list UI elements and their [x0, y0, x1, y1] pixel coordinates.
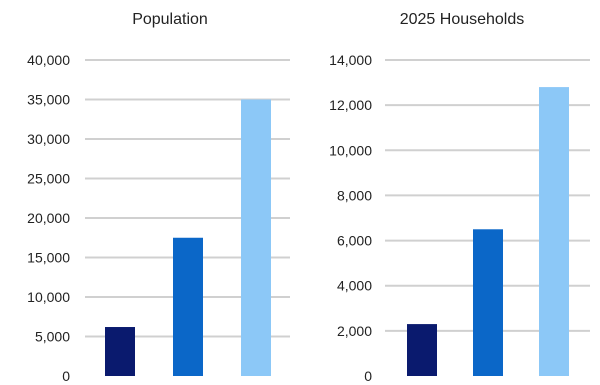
- households-bar: [473, 229, 503, 376]
- population-y-tick-label: 20,000: [27, 210, 70, 226]
- households-y-tick-label: 6,000: [337, 233, 372, 249]
- population-chart-title: Population: [132, 11, 208, 28]
- population-y-tick-label: 35,000: [27, 92, 70, 108]
- population-chart: Population 0 5,000 10,000 15,000 20,000 25,00…: [27, 11, 290, 384]
- population-y-tick-label: 40,000: [27, 52, 70, 68]
- population-y-tick-label: 5,000: [35, 329, 70, 345]
- population-y-tick-label: 15,000: [27, 250, 70, 266]
- households-bar: [539, 87, 569, 376]
- population-y-tick-label: 30,000: [27, 131, 70, 147]
- households-y-tick-label: 12,000: [329, 97, 372, 113]
- households-chart-title: 2025 Households: [400, 11, 525, 28]
- households-y-tick-label: 2,000: [337, 323, 372, 339]
- households-y-tick-label: 0: [364, 368, 372, 384]
- households-bar: [407, 324, 437, 376]
- population-bar: [105, 327, 135, 376]
- population-y-tick-label: 25,000: [27, 171, 70, 187]
- households-y-tick-label: 14,000: [329, 52, 372, 68]
- population-y-tick-label: 10,000: [27, 289, 70, 305]
- population-bar: [173, 237, 203, 376]
- households-y-tick-label: 10,000: [329, 142, 372, 158]
- population-y-tick-label: 0: [62, 368, 70, 384]
- households-chart-svg: 2025 Households 0 2,000 4,000 6,000 8,000 10,…: [329, 11, 590, 384]
- households-y-tick-label: 4,000: [337, 278, 372, 294]
- population-chart-svg: Population 0 5,000 10,000 15,000 20,000 25,00…: [27, 11, 290, 384]
- households-y-tick-label: 8,000: [337, 187, 372, 203]
- households-chart: 2025 Households 0 2,000 4,000 6,000 8,000 10,…: [300, 0, 600, 385]
- population-bar: [241, 99, 271, 376]
